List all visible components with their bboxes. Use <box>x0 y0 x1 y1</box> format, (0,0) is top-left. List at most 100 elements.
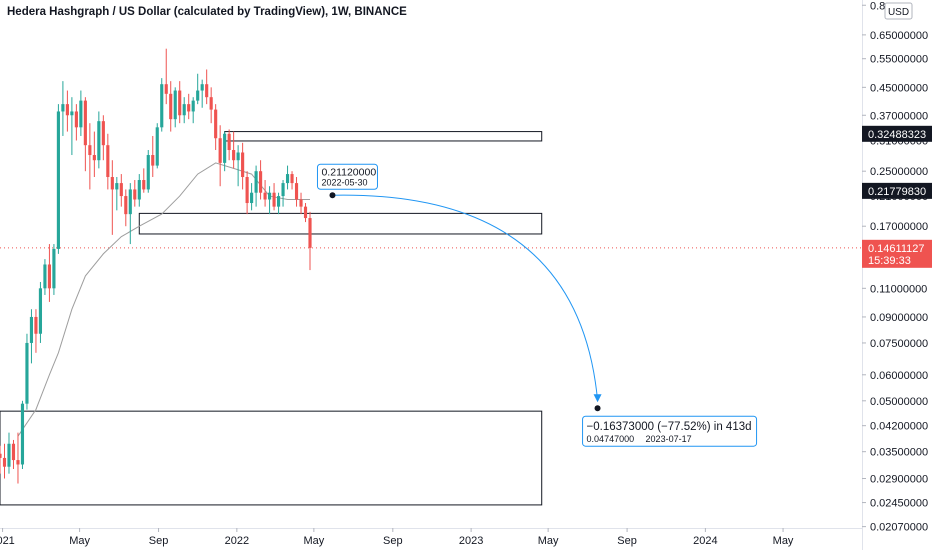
candle-body <box>196 90 200 101</box>
zone-rectangle-3 <box>0 410 543 506</box>
measure-end-date: 2023-07-17 <box>646 434 692 444</box>
y-tick-label: 0.03500000 <box>870 447 928 459</box>
measure-start-point <box>329 192 336 199</box>
current-price-label: 0.14611127 <box>868 243 924 255</box>
candle-body <box>263 192 267 200</box>
candle-body <box>205 84 209 98</box>
candle-body <box>268 192 272 200</box>
currency-badge <box>884 2 913 20</box>
candle-body <box>92 155 96 161</box>
measure-start-price: 0.21120000 <box>321 166 376 178</box>
candle-body <box>281 183 285 197</box>
candle-body <box>214 109 218 139</box>
measure-start-box <box>316 163 378 190</box>
candle-body <box>285 174 290 184</box>
x-tick-label: May <box>69 535 90 547</box>
candle-body <box>83 100 87 146</box>
measure-end-price: 0.04747000 <box>587 434 635 444</box>
candle-body <box>38 288 43 334</box>
candle-body <box>52 248 56 289</box>
candle-body <box>43 264 47 289</box>
price-marker-label: 0.32488323 <box>868 129 926 141</box>
candle-body <box>70 111 74 116</box>
candle-body <box>0 453 2 458</box>
candle-body <box>182 104 186 116</box>
candle-body <box>34 316 38 334</box>
y-tick-label: 0.04200000 <box>870 421 928 433</box>
candle-body <box>276 196 281 207</box>
candle-body <box>101 121 105 146</box>
measure-start-date: 2022-05-30 <box>321 177 367 187</box>
bar-countdown-label: 15:39:33 <box>868 255 911 267</box>
price-marker-label: 0.21779830 <box>868 186 926 198</box>
measure-end-box <box>582 415 758 447</box>
currency-badge-label: USD <box>888 7 909 18</box>
price-marker <box>862 125 932 142</box>
candle-body <box>137 180 141 200</box>
x-tick-label: Sep <box>617 535 637 547</box>
y-tick-label: 0.05000000 <box>870 396 928 408</box>
x-tick-label: Sep <box>383 535 403 547</box>
y-tick-label: 0.11000000 <box>870 283 927 295</box>
candle-body <box>160 84 164 128</box>
candle-body <box>56 111 60 249</box>
candle-body <box>133 189 137 200</box>
candle-body <box>241 152 245 178</box>
candle-body <box>146 155 150 190</box>
x-tick-label: 2022 <box>225 535 249 547</box>
candle-body <box>88 145 92 156</box>
candle-body <box>227 133 231 151</box>
y-tick-label: 0.55000000 <box>870 54 928 66</box>
x-tick-label: Sep <box>149 535 169 547</box>
x-tick-label: May <box>303 535 324 547</box>
x-tick-label: 2024 <box>693 535 717 547</box>
candle-body <box>218 138 222 163</box>
candle-body <box>209 97 213 110</box>
candle-body <box>294 183 299 200</box>
candle-body <box>124 196 128 215</box>
candle-body <box>115 183 119 190</box>
candle-body <box>65 104 69 116</box>
y-tick-label: 0.45000000 <box>870 82 928 94</box>
candle-body <box>303 206 308 219</box>
y-tick-label: 0.06000000 <box>870 370 928 382</box>
candle-body <box>106 145 110 178</box>
candle-body <box>259 171 263 193</box>
measure-change-label: −0.16373000 (−77.52%) in 413d <box>587 421 752 433</box>
zone-rectangle-1 <box>224 131 543 142</box>
candle-body <box>308 218 312 248</box>
candle-body <box>169 93 173 120</box>
x-tick-label: 2023 <box>459 535 483 547</box>
candle-body <box>299 199 303 207</box>
candle-body <box>11 443 16 461</box>
candle-body <box>200 84 204 91</box>
projection-arrow <box>332 194 599 401</box>
candle-body <box>110 177 114 190</box>
candle-body <box>254 171 258 193</box>
candle-body <box>155 127 159 166</box>
candle-body <box>128 189 132 215</box>
y-tick-label: 0.17000000 <box>870 221 928 233</box>
candle-body <box>223 133 227 163</box>
moving-average-line <box>17 162 310 437</box>
candle-body <box>16 460 20 465</box>
candle-body <box>29 316 34 343</box>
candle-body <box>2 457 7 467</box>
y-tick-label: 0.07500000 <box>870 338 928 350</box>
x-tick-label: May <box>773 535 794 547</box>
y-tick-label: 0.65000000 <box>870 30 928 42</box>
candle-body <box>79 100 83 128</box>
y-tick-label: 0.25000000 <box>870 166 928 178</box>
candle-body <box>25 342 29 404</box>
candle-body <box>151 155 155 166</box>
candle-body <box>191 100 195 112</box>
candle-body <box>97 121 101 161</box>
y-tick-label: 0.09000000 <box>870 312 928 324</box>
candle-body <box>187 104 191 112</box>
measure-end-point <box>594 405 601 412</box>
candle-body <box>61 104 65 112</box>
projection-arrow-head <box>593 394 602 403</box>
y-tick-label: 0.8 <box>870 0 885 12</box>
candle-body <box>272 192 276 207</box>
